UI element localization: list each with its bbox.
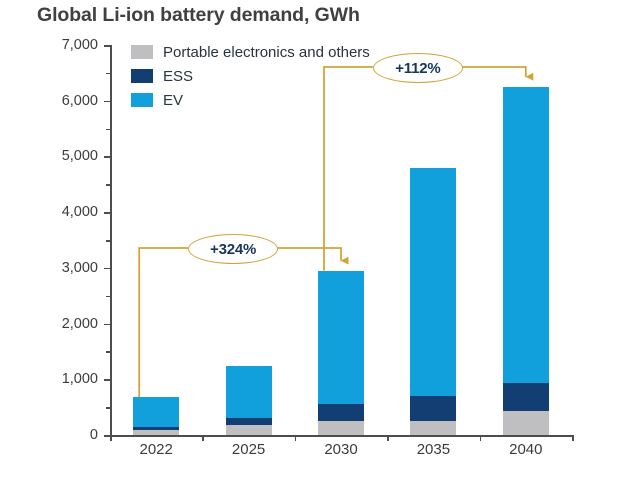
bar-segment-2025-ev[interactable] [225,365,272,419]
y-tick-major [104,212,110,214]
chart-legend: Portable electronics and others ESS EV [131,41,370,113]
y-tick-major [104,45,110,47]
y-axis-label: 5,000 [61,148,98,165]
bar-2035[interactable] [410,45,457,435]
y-tick-minor [106,72,110,75]
y-axis-label: 4,000 [61,204,98,221]
bar-2040[interactable] [502,45,549,435]
y-axis-ticks: 0 1,000 2,000 3,000 4,000 5,000 6,000 7,000 [0,37,110,443]
y-axis-label: 2,000 [61,315,98,332]
x-tick [479,435,482,441]
legend-swatch-ev [131,93,153,107]
bar-segment-2040-ev[interactable] [502,86,549,384]
plot-area [110,45,572,435]
y-tick-minor [106,184,110,186]
y-tick-minor [106,407,110,409]
y-axis-label: 6,000 [61,92,98,109]
legend-label-ess: ESS [163,67,194,85]
x-axis-label-2022: 2022 [139,441,173,458]
bar-segment-2022-portable[interactable] [133,430,180,435]
y-tick-minor [106,128,110,131]
x-axis-label-2040: 2040 [509,441,543,458]
x-axis-label-2035: 2035 [416,441,451,458]
x-axis-label-2025: 2025 [231,441,266,458]
bar-segment-2025-portable[interactable] [225,424,272,435]
x-tick [294,435,297,441]
y-tick-major [104,267,110,270]
y-tick-major [104,435,110,437]
chart-title: Global Li-ion battery demand, GWh [37,4,360,26]
y-tick-minor [106,295,110,298]
y-axis-label: 1,000 [61,371,98,388]
bar-segment-2035-portable[interactable] [410,421,457,435]
y-tick-major [104,379,110,381]
x-axis-line [110,435,572,437]
bar-segment-2035-ev[interactable] [410,167,457,396]
legend-label-ev: EV [163,91,184,109]
x-tick [387,435,389,441]
bar-segment-2030-ess[interactable] [318,404,364,422]
x-tick [110,435,112,441]
y-tick-minor [106,351,110,353]
y-tick-major [104,156,110,158]
bar-segment-2035-ess[interactable] [410,396,457,422]
x-axis-label-2030: 2030 [324,441,358,458]
x-tick [572,435,574,441]
bar-segment-2022-ev[interactable] [133,397,180,427]
bar-segment-2022-ess[interactable] [133,426,180,430]
bar-segment-2040-ess[interactable] [502,383,549,412]
legend-swatch-portable [131,45,153,59]
bar-2025[interactable] [225,45,272,435]
y-tick-major [104,323,110,326]
bar-segment-2025-ess[interactable] [225,418,272,425]
legend-item-portable[interactable]: Portable electronics and others [131,41,370,63]
y-tick-major [104,100,110,103]
bar-segment-2030-ev[interactable] [318,270,364,405]
x-tick [202,435,204,441]
bar-2030[interactable] [318,45,364,435]
legend-item-ev[interactable]: EV [131,89,370,111]
y-tick-minor [106,240,110,242]
legend-label-portable: Portable electronics and others [163,43,370,61]
y-axis-label: 3,000 [61,259,98,276]
bar-segment-2040-portable[interactable] [502,411,549,435]
legend-item-ess[interactable]: ESS [131,65,370,87]
y-axis-label: 0 [89,427,98,443]
legend-swatch-ess [131,69,153,83]
y-axis-label: 7,000 [61,37,98,53]
bar-2022[interactable] [133,45,180,435]
y-axis-line [110,45,112,436]
bar-segment-2030-portable[interactable] [318,421,364,435]
